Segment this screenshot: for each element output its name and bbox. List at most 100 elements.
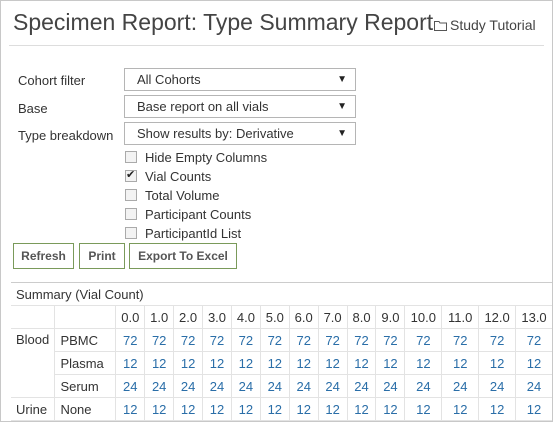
count-cell[interactable]: 12 bbox=[144, 397, 175, 421]
count-cell[interactable]: 72 bbox=[115, 328, 146, 352]
count-cell[interactable]: 12 bbox=[144, 351, 175, 375]
count-cell[interactable]: 12 bbox=[347, 351, 377, 375]
count-cell[interactable]: 12 bbox=[441, 397, 480, 421]
participantid-list-option[interactable]: ParticipantId List bbox=[125, 226, 241, 241]
count-cell[interactable]: 24 bbox=[404, 374, 443, 398]
count-cell[interactable]: 24 bbox=[441, 374, 480, 398]
count-cell[interactable]: 12 bbox=[515, 351, 552, 375]
column-header: 10.0 bbox=[404, 305, 443, 329]
type-breakdown-select[interactable]: Show results by: Derivative ▼ bbox=[124, 122, 356, 145]
count-cell[interactable]: 72 bbox=[404, 328, 443, 352]
participant-counts-label: Participant Counts bbox=[145, 207, 252, 222]
count-cell[interactable]: 12 bbox=[318, 351, 348, 375]
column-header: 9.0 bbox=[375, 305, 406, 329]
count-cell[interactable]: 72 bbox=[173, 328, 204, 352]
count-cell[interactable]: 72 bbox=[202, 328, 232, 352]
cohort-filter-label: Cohort filter bbox=[18, 73, 86, 88]
column-header: 5.0 bbox=[260, 305, 290, 329]
total-volume-option[interactable]: Total Volume bbox=[125, 188, 219, 203]
participant-counts-checkbox[interactable] bbox=[125, 208, 137, 220]
count-cell[interactable]: 24 bbox=[202, 374, 232, 398]
count-cell[interactable]: 12 bbox=[404, 397, 443, 421]
total-volume-checkbox[interactable] bbox=[125, 189, 137, 201]
header-spacer bbox=[11, 305, 56, 329]
row-type-label: Plasma bbox=[54, 351, 117, 375]
column-header: 8.0 bbox=[347, 305, 377, 329]
count-cell[interactable]: 12 bbox=[260, 351, 290, 375]
column-header: 7.0 bbox=[318, 305, 348, 329]
study-link-label: Study Tutorial bbox=[450, 17, 536, 33]
dropdown-arrow-icon: ▼ bbox=[337, 128, 347, 139]
participant-counts-option[interactable]: Participant Counts bbox=[125, 207, 251, 222]
column-header: 6.0 bbox=[289, 305, 319, 329]
hide-empty-columns-option[interactable]: Hide Empty Columns bbox=[125, 150, 267, 165]
count-cell[interactable]: 24 bbox=[144, 374, 175, 398]
count-cell[interactable]: 12 bbox=[173, 397, 204, 421]
export-to-excel-button[interactable]: Export To Excel bbox=[129, 243, 237, 269]
cohort-filter-value: All Cohorts bbox=[137, 72, 201, 87]
column-header: 3.0 bbox=[202, 305, 232, 329]
count-cell[interactable]: 72 bbox=[260, 328, 290, 352]
count-cell[interactable]: 12 bbox=[404, 351, 443, 375]
count-cell[interactable]: 12 bbox=[115, 397, 146, 421]
count-cell[interactable]: 12 bbox=[231, 351, 261, 375]
count-cell[interactable]: 12 bbox=[260, 397, 290, 421]
column-header: 2.0 bbox=[173, 305, 204, 329]
count-cell[interactable]: 72 bbox=[289, 328, 319, 352]
count-cell[interactable]: 24 bbox=[375, 374, 406, 398]
count-cell[interactable]: 72 bbox=[144, 328, 175, 352]
count-cell[interactable]: 12 bbox=[347, 397, 377, 421]
page-title: Specimen Report: Type Summary Report bbox=[13, 9, 434, 35]
column-header: 13.0 bbox=[515, 305, 552, 329]
hide-empty-columns-checkbox[interactable] bbox=[125, 151, 137, 163]
study-link[interactable]: Study Tutorial bbox=[434, 17, 536, 34]
count-cell[interactable]: 24 bbox=[347, 374, 377, 398]
count-cell[interactable]: 12 bbox=[441, 351, 480, 375]
count-cell[interactable]: 72 bbox=[515, 328, 552, 352]
count-cell[interactable]: 12 bbox=[515, 397, 552, 421]
count-cell[interactable]: 24 bbox=[478, 374, 517, 398]
count-cell[interactable]: 24 bbox=[515, 374, 552, 398]
count-cell[interactable]: 12 bbox=[375, 351, 406, 375]
count-cell[interactable]: 72 bbox=[231, 328, 261, 352]
participantid-list-checkbox[interactable] bbox=[125, 227, 137, 239]
row-group-label: Blood bbox=[11, 328, 56, 398]
count-cell[interactable]: 12 bbox=[173, 351, 204, 375]
count-cell[interactable]: 24 bbox=[318, 374, 348, 398]
count-cell[interactable]: 24 bbox=[231, 374, 261, 398]
print-button[interactable]: Print bbox=[79, 243, 125, 269]
count-cell[interactable]: 72 bbox=[441, 328, 480, 352]
base-select[interactable]: Base report on all vials ▼ bbox=[124, 95, 356, 118]
column-header: 1.0 bbox=[144, 305, 175, 329]
participantid-list-label: ParticipantId List bbox=[145, 226, 242, 241]
count-cell[interactable]: 12 bbox=[478, 397, 517, 421]
count-cell[interactable]: 72 bbox=[318, 328, 348, 352]
count-cell[interactable]: 24 bbox=[289, 374, 319, 398]
refresh-button[interactable]: Refresh bbox=[13, 243, 74, 269]
count-cell[interactable]: 72 bbox=[478, 328, 517, 352]
count-cell[interactable]: 12 bbox=[289, 351, 319, 375]
vial-counts-checkbox[interactable]: ✔ bbox=[125, 169, 137, 182]
row-type-label: None bbox=[54, 397, 117, 421]
count-cell[interactable]: 12 bbox=[318, 397, 348, 421]
count-cell[interactable]: 72 bbox=[347, 328, 377, 352]
count-cell[interactable]: 24 bbox=[173, 374, 204, 398]
count-cell[interactable]: 72 bbox=[375, 328, 406, 352]
count-cell[interactable]: 12 bbox=[202, 351, 232, 375]
vial-counts-option[interactable]: ✔ Vial Counts bbox=[125, 169, 211, 184]
count-cell[interactable]: 12 bbox=[202, 397, 232, 421]
type-breakdown-label: Type breakdown bbox=[18, 128, 114, 143]
count-cell[interactable]: 24 bbox=[260, 374, 290, 398]
count-cell[interactable]: 12 bbox=[115, 351, 146, 375]
count-cell[interactable]: 12 bbox=[375, 397, 406, 421]
folder-icon bbox=[434, 18, 447, 34]
total-volume-label: Total Volume bbox=[145, 188, 220, 203]
count-cell[interactable]: 12 bbox=[289, 397, 319, 421]
cohort-filter-select[interactable]: All Cohorts ▼ bbox=[124, 68, 356, 91]
table-row: Blood PBMC 72 72 72 72 72 72 72 72 72 72… bbox=[11, 328, 552, 398]
count-cell[interactable]: 12 bbox=[478, 351, 517, 375]
count-cell[interactable]: 12 bbox=[231, 397, 261, 421]
summary-caption: Summary (Vial Count) bbox=[11, 283, 552, 306]
count-cell[interactable]: 24 bbox=[115, 374, 146, 398]
